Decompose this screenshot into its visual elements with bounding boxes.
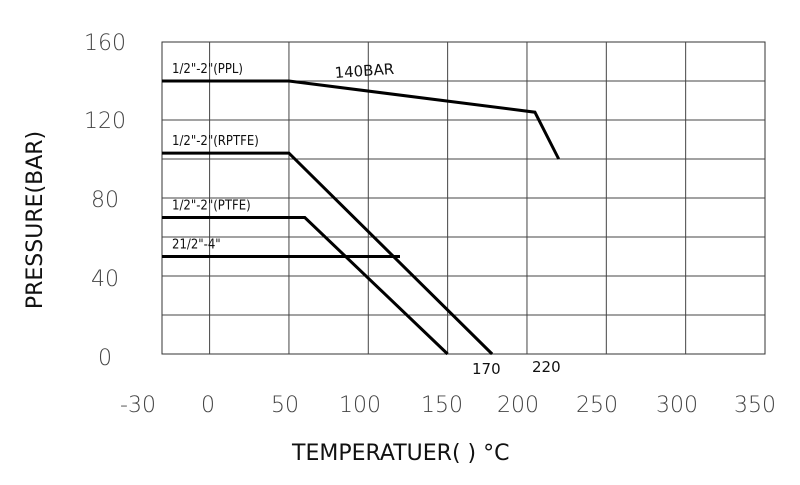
series-line [162,79,561,160]
x-tick-label: 300 [656,393,698,418]
annotation-label: 170 [472,360,501,378]
x-tick-label: 100 [339,393,381,418]
y-tick-label: 40 [91,267,119,292]
series-label: 21/2"-4" [172,238,221,253]
x-tick-label: 200 [497,393,539,418]
y-tick-label: 160 [84,31,126,56]
y-tick-label: 80 [91,188,119,213]
x-axis-title: TEMPERATUER( ) °C [291,441,509,466]
x-tick-label: 50 [271,393,299,418]
series-label: 1/2"-2"(PTFE) [172,199,251,214]
chart-grid [161,41,766,355]
x-tick-label: 150 [421,393,463,418]
x-tick-label: 0 [201,393,215,418]
y-axis-title: PRESSURE(BAR) [23,131,48,309]
x-tick-label: 250 [576,393,618,418]
series-line [162,216,449,356]
x-tick-label: 350 [734,393,776,418]
series-label: 1/2"-2"(RPTFE) [172,134,259,149]
chart-series [162,79,561,356]
chart-ticks: -30 0 50 100 150 200 250 300 350 0 40 80 120 160 [84,31,776,418]
annotation-label: 140BAR [334,60,395,82]
series-line [162,151,494,356]
y-tick-label: 120 [84,109,126,134]
series-label: 1/2"-2"(PPL) [172,62,243,77]
annotation-label: 220 [532,358,561,376]
x-tick-label: -30 [120,393,156,418]
y-tick-label: 0 [98,346,112,371]
chart-labels: 1/2"-2"(PPL) 1/2"-2"(RPTFE) 1/2"-2"(PTFE) 2… [172,60,561,378]
